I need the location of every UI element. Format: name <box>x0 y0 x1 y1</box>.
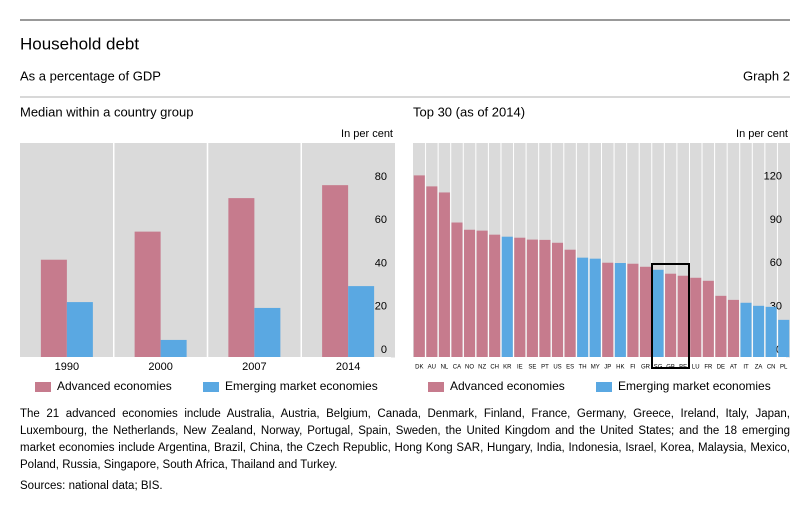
bar <box>577 257 589 357</box>
y-tick-label: 20 <box>375 301 387 313</box>
legend-swatch <box>596 382 612 392</box>
bar <box>589 258 601 357</box>
x-tick-label: NO <box>465 365 474 371</box>
x-tick-label: CH <box>490 365 499 371</box>
bar <box>639 266 652 357</box>
sources: Sources: national data; BIS. <box>20 480 163 492</box>
x-tick-label: KR <box>503 365 512 371</box>
x-tick-label: HK <box>616 365 624 371</box>
bar <box>514 237 526 357</box>
x-tick-label: PL <box>780 365 788 371</box>
y-tick-label: 60 <box>770 257 782 269</box>
bar <box>778 319 790 357</box>
bar <box>134 231 161 357</box>
legend-swatch <box>203 382 219 392</box>
bar <box>40 259 67 357</box>
legend-label: Emerging market economies <box>225 379 378 393</box>
title: Household debt <box>20 34 139 53</box>
bar <box>254 307 281 357</box>
bar <box>451 222 463 357</box>
x-tick-label: NZ <box>478 365 486 371</box>
y-tick-label: 60 <box>375 214 387 226</box>
legend-swatch <box>35 382 51 392</box>
y-tick-label: 40 <box>375 257 387 269</box>
x-tick-label: SE <box>528 365 536 371</box>
bar <box>740 302 752 357</box>
x-tick-label: AU <box>428 365 436 371</box>
x-tick-label: IT <box>743 365 749 371</box>
x-tick-label: FI <box>630 365 636 371</box>
panel-title: Median within a country group <box>20 104 193 119</box>
bar <box>715 295 727 357</box>
graph-label: Graph 2 <box>743 68 790 83</box>
bar <box>564 249 576 357</box>
bar <box>765 306 777 357</box>
bar <box>489 234 501 357</box>
x-tick-label: CN <box>767 365 776 371</box>
highlight-box <box>651 263 690 369</box>
x-tick-label: NL <box>441 365 449 371</box>
bar <box>753 305 765 357</box>
y-tick-label: 120 <box>764 170 782 182</box>
x-tick-label: LU <box>692 365 700 371</box>
subtitle: As a percentage of GDP <box>20 68 161 83</box>
x-tick-label: TH <box>579 365 587 371</box>
bar <box>160 339 187 357</box>
x-tick-label: FR <box>704 365 713 371</box>
x-tick-label: US <box>553 365 561 371</box>
x-tick-label: DK <box>415 365 423 371</box>
bar <box>426 186 438 357</box>
legend-label: Advanced economies <box>450 379 565 393</box>
legend-label: Advanced economies <box>57 379 172 393</box>
bar <box>476 230 488 357</box>
bar <box>627 263 639 357</box>
x-tick-label: JP <box>604 365 611 371</box>
bar <box>652 269 664 357</box>
bar <box>526 239 538 357</box>
y-tick-label: 90 <box>770 214 782 226</box>
x-tick-label: DE <box>717 365 725 371</box>
bar <box>348 286 375 357</box>
legend-label: Emerging market economies <box>618 379 771 393</box>
x-tick-label: MY <box>591 365 600 371</box>
x-tick-label: GR <box>641 365 651 371</box>
bar <box>66 302 93 357</box>
y-tick-label: 80 <box>375 171 387 183</box>
bar <box>464 229 476 357</box>
x-tick-label: 1990 <box>55 361 79 373</box>
x-tick-label: 2000 <box>148 361 172 373</box>
x-tick-label: PT <box>541 365 549 371</box>
bar <box>551 242 564 357</box>
bar <box>228 198 255 357</box>
x-tick-label: IE <box>517 365 523 371</box>
panel-title: Top 30 (as of 2014) <box>413 104 525 119</box>
unit-label: In per cent <box>341 128 393 140</box>
x-tick-label: ZA <box>755 365 763 371</box>
note: The 21 advanced economies include Austra… <box>20 408 790 471</box>
bar <box>665 273 677 357</box>
bar <box>438 192 450 357</box>
bar <box>413 175 425 357</box>
bar <box>702 280 714 357</box>
bar <box>539 239 551 357</box>
x-tick-label: ES <box>566 365 574 371</box>
chart: Household debt As a percentage of GDP Gr… <box>20 19 790 393</box>
bar <box>501 236 513 357</box>
bar <box>614 263 626 357</box>
unit-label: In per cent <box>736 128 788 140</box>
x-tick-label: CA <box>453 365 461 371</box>
y-tick-label: 0 <box>381 344 387 356</box>
legend-swatch <box>428 382 444 392</box>
x-tick-label: 2014 <box>336 361 360 373</box>
x-tick-label: 2007 <box>242 361 266 373</box>
bar <box>322 185 349 357</box>
x-tick-label: AT <box>730 365 738 371</box>
bar <box>727 299 739 357</box>
bar <box>677 275 689 357</box>
bar <box>690 277 702 357</box>
bar <box>602 262 614 357</box>
